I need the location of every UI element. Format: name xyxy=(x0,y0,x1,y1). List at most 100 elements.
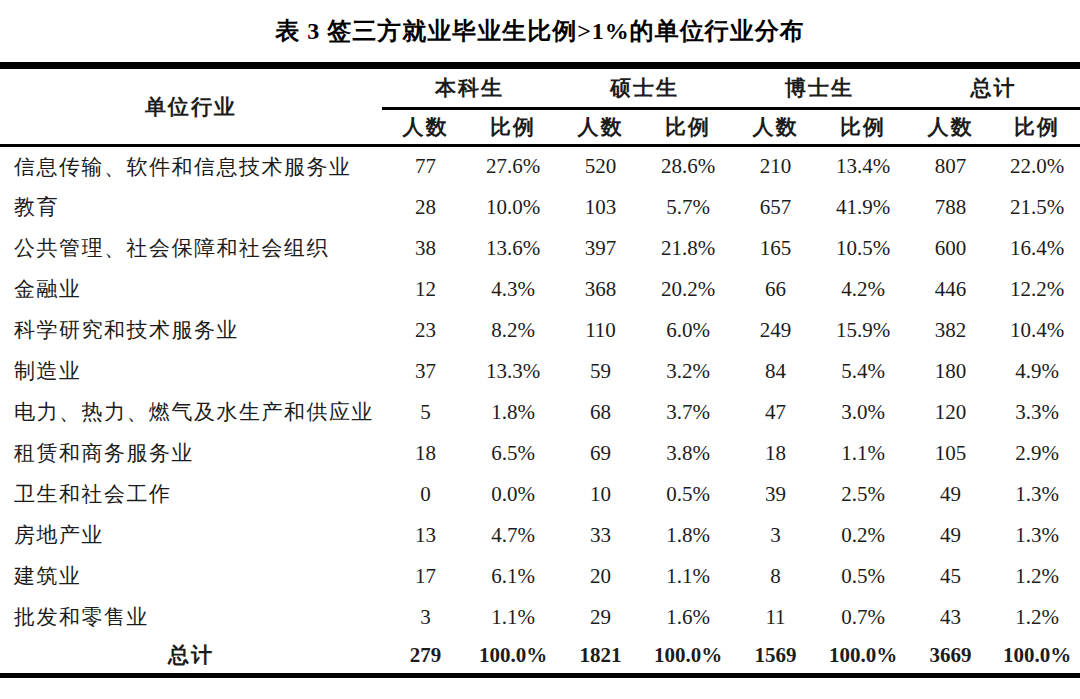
industry-cell: 电力、热力、燃气及水生产和供应业 xyxy=(0,392,382,433)
industry-cell: 信息传输、软件和信息技术服务业 xyxy=(0,146,382,187)
count-cell: 20 xyxy=(557,556,644,597)
ratio-cell: 1.1% xyxy=(644,556,732,597)
ratio-cell: 0.5% xyxy=(644,474,732,515)
subheader-count: 人数 xyxy=(557,109,644,146)
ratio-cell: 27.6% xyxy=(469,146,557,187)
ratio-cell: 3.3% xyxy=(994,392,1080,433)
industry-column-header: 单位行业 xyxy=(0,66,382,146)
count-cell: 84 xyxy=(732,351,819,392)
count-cell: 520 xyxy=(557,146,644,187)
ratio-cell: 1.3% xyxy=(994,474,1080,515)
count-cell: 45 xyxy=(907,556,994,597)
subheader-ratio: 比例 xyxy=(644,109,732,146)
total-count-cell: 1821 xyxy=(557,638,644,676)
ratio-cell: 1.3% xyxy=(994,515,1080,556)
count-cell: 13 xyxy=(382,515,469,556)
table-row: 制造业3713.3%593.2%845.4%1804.9% xyxy=(0,351,1080,392)
count-cell: 66 xyxy=(732,269,819,310)
count-cell: 249 xyxy=(732,310,819,351)
group-header-master: 硕士生 xyxy=(557,66,732,109)
total-count-cell: 279 xyxy=(382,638,469,676)
ratio-cell: 3.2% xyxy=(644,351,732,392)
count-cell: 657 xyxy=(732,187,819,228)
industry-cell: 制造业 xyxy=(0,351,382,392)
count-cell: 600 xyxy=(907,228,994,269)
count-cell: 110 xyxy=(557,310,644,351)
ratio-cell: 3.8% xyxy=(644,433,732,474)
count-cell: 28 xyxy=(382,187,469,228)
ratio-cell: 41.9% xyxy=(819,187,907,228)
count-cell: 59 xyxy=(557,351,644,392)
ratio-cell: 15.9% xyxy=(819,310,907,351)
ratio-cell: 0.5% xyxy=(819,556,907,597)
table-row: 公共管理、社会保障和社会组织3813.6%39721.8%16510.5%600… xyxy=(0,228,1080,269)
subheader-ratio: 比例 xyxy=(994,109,1080,146)
total-ratio-cell: 100.0% xyxy=(644,638,732,676)
ratio-cell: 1.8% xyxy=(469,392,557,433)
ratio-cell: 3.7% xyxy=(644,392,732,433)
ratio-cell: 10.0% xyxy=(469,187,557,228)
ratio-cell: 1.2% xyxy=(994,556,1080,597)
count-cell: 103 xyxy=(557,187,644,228)
count-cell: 18 xyxy=(382,433,469,474)
count-cell: 382 xyxy=(907,310,994,351)
ratio-cell: 5.4% xyxy=(819,351,907,392)
count-cell: 69 xyxy=(557,433,644,474)
table-row: 卫生和社会工作00.0%100.5%392.5%491.3% xyxy=(0,474,1080,515)
ratio-cell: 6.5% xyxy=(469,433,557,474)
count-cell: 210 xyxy=(732,146,819,187)
ratio-cell: 28.6% xyxy=(644,146,732,187)
count-cell: 39 xyxy=(732,474,819,515)
ratio-cell: 5.7% xyxy=(644,187,732,228)
count-cell: 3 xyxy=(732,515,819,556)
table-row: 租赁和商务服务业186.5%693.8%181.1%1052.9% xyxy=(0,433,1080,474)
count-cell: 788 xyxy=(907,187,994,228)
ratio-cell: 1.2% xyxy=(994,597,1080,638)
industry-cell: 批发和零售业 xyxy=(0,597,382,638)
subheader-count: 人数 xyxy=(382,109,469,146)
industry-distribution-table: 单位行业 本科生 硕士生 博士生 总计 人数 比例 人数 比例 人数 比例 人数… xyxy=(0,62,1080,678)
count-cell: 180 xyxy=(907,351,994,392)
count-cell: 47 xyxy=(732,392,819,433)
total-count-cell: 1569 xyxy=(732,638,819,676)
count-cell: 77 xyxy=(382,146,469,187)
ratio-cell: 4.3% xyxy=(469,269,557,310)
count-cell: 11 xyxy=(732,597,819,638)
subheader-count: 人数 xyxy=(732,109,819,146)
ratio-cell: 10.4% xyxy=(994,310,1080,351)
ratio-cell: 21.5% xyxy=(994,187,1080,228)
ratio-cell: 1.8% xyxy=(644,515,732,556)
ratio-cell: 12.2% xyxy=(994,269,1080,310)
count-cell: 17 xyxy=(382,556,469,597)
count-cell: 68 xyxy=(557,392,644,433)
total-row: 总计 279 100.0% 1821 100.0% 1569 100.0% 36… xyxy=(0,638,1080,676)
ratio-cell: 1.6% xyxy=(644,597,732,638)
ratio-cell: 6.0% xyxy=(644,310,732,351)
ratio-cell: 22.0% xyxy=(994,146,1080,187)
ratio-cell: 8.2% xyxy=(469,310,557,351)
count-cell: 120 xyxy=(907,392,994,433)
industry-cell: 卫生和社会工作 xyxy=(0,474,382,515)
count-cell: 43 xyxy=(907,597,994,638)
industry-cell: 科学研究和技术服务业 xyxy=(0,310,382,351)
industry-cell: 房地产业 xyxy=(0,515,382,556)
count-cell: 29 xyxy=(557,597,644,638)
total-count-cell: 3669 xyxy=(907,638,994,676)
table-row: 建筑业176.1%201.1%80.5%451.2% xyxy=(0,556,1080,597)
count-cell: 105 xyxy=(907,433,994,474)
group-header-total: 总计 xyxy=(907,66,1080,109)
count-cell: 38 xyxy=(382,228,469,269)
count-cell: 397 xyxy=(557,228,644,269)
ratio-cell: 6.1% xyxy=(469,556,557,597)
count-cell: 165 xyxy=(732,228,819,269)
ratio-cell: 20.2% xyxy=(644,269,732,310)
count-cell: 0 xyxy=(382,474,469,515)
ratio-cell: 21.8% xyxy=(644,228,732,269)
count-cell: 18 xyxy=(732,433,819,474)
table-row: 科学研究和技术服务业238.2%1106.0%24915.9%38210.4% xyxy=(0,310,1080,351)
table-row: 批发和零售业31.1%291.6%110.7%431.2% xyxy=(0,597,1080,638)
ratio-cell: 0.2% xyxy=(819,515,907,556)
count-cell: 10 xyxy=(557,474,644,515)
count-cell: 446 xyxy=(907,269,994,310)
subheader-count: 人数 xyxy=(907,109,994,146)
